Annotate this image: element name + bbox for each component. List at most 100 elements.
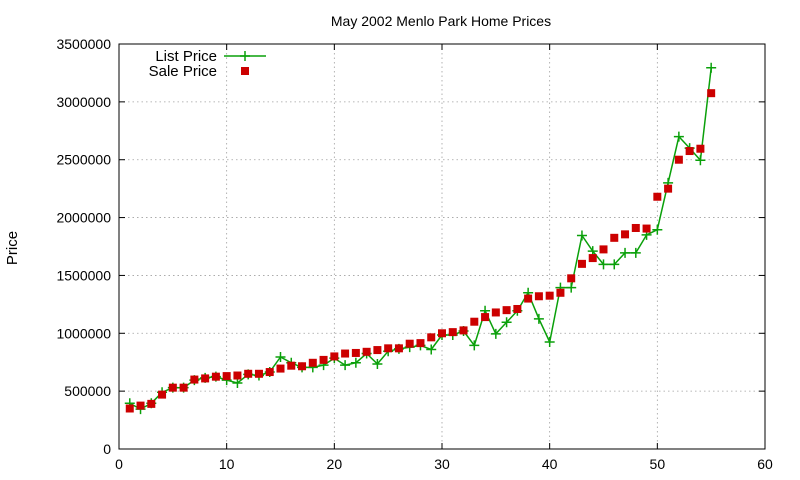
y-tick-label: 3500000 <box>56 36 111 52</box>
x-tick-label: 40 <box>542 456 558 472</box>
sale-price-point <box>470 317 479 326</box>
sale-price-point <box>287 361 296 370</box>
list-price-point <box>426 344 437 355</box>
sale-price-point <box>244 369 253 378</box>
list-price-point <box>695 155 706 166</box>
sale-price-point <box>201 374 210 383</box>
list-price-point <box>576 230 587 241</box>
list-price-point <box>630 247 641 258</box>
sale-price-point <box>610 233 619 242</box>
list-price-point <box>501 317 512 328</box>
list-price-point <box>533 313 544 324</box>
y-tick-label: 0 <box>103 441 111 457</box>
y-tick-label: 2500000 <box>56 152 111 168</box>
sale-price-point <box>588 254 597 263</box>
sale-price-point <box>384 344 393 353</box>
sale-price-point <box>190 375 199 384</box>
sale-price-point <box>405 339 414 348</box>
x-tick-label: 60 <box>757 456 773 472</box>
x-tick-label: 50 <box>650 456 666 472</box>
sale-price-point <box>308 358 317 367</box>
sale-price-point <box>534 292 543 301</box>
sale-price-point <box>545 291 554 300</box>
sale-price-point <box>438 329 446 338</box>
legend: List Price Sale Price <box>149 48 266 80</box>
legend-marker-list-price <box>240 51 250 61</box>
sale-price-point <box>653 192 662 201</box>
y-tick-label: 3000000 <box>56 94 111 110</box>
sale-price-point <box>491 308 500 317</box>
y-tick-label: 1500000 <box>56 267 111 283</box>
sale-price-point <box>448 328 457 337</box>
sale-price-point <box>319 355 328 364</box>
sale-price-point <box>362 347 371 356</box>
sale-price-point <box>330 352 339 361</box>
sale-price-point <box>577 259 586 268</box>
sale-price-point <box>707 89 716 98</box>
sale-price-point <box>147 399 156 408</box>
list-price-point <box>598 259 609 270</box>
list-price-point <box>620 247 631 258</box>
sale-price-point <box>254 369 263 378</box>
sale-price-point <box>265 368 274 377</box>
sale-price-point <box>158 390 167 399</box>
list-price-point <box>340 360 351 371</box>
axis-ticks: 0 10 20 30 40 50 60 0 500000 1000000 1500000 200000… <box>56 36 773 472</box>
y-tick-label: 500000 <box>64 383 111 399</box>
sale-price-point <box>642 224 651 233</box>
sale-price-point <box>427 333 436 342</box>
list-price-point <box>706 62 717 73</box>
sale-price-point <box>179 383 188 392</box>
sale-price-point <box>211 372 220 381</box>
sale-price-point <box>567 274 576 283</box>
plot-frame <box>118 43 766 450</box>
sale-price-point <box>502 306 511 315</box>
sale-price-point <box>298 362 307 371</box>
sale-price-point <box>416 339 425 348</box>
y-tick-label: 2000000 <box>56 210 111 226</box>
legend-marker-sale-price <box>241 67 249 75</box>
sale-price-point <box>125 404 134 413</box>
chart-title: May 2002 Menlo Park Home Prices <box>331 13 551 29</box>
sale-price-point <box>556 288 565 297</box>
sale-price-point <box>599 245 608 254</box>
sale-price-point <box>674 155 683 164</box>
x-tick-label: 10 <box>219 456 235 472</box>
sale-price-point <box>351 348 360 357</box>
x-tick-label: 20 <box>327 456 343 472</box>
y-axis-label: Price <box>4 231 21 265</box>
sale-price-point <box>685 147 694 156</box>
legend-label-sale-price: Sale Price <box>149 63 217 80</box>
sale-price-point <box>524 294 533 303</box>
sale-price-point <box>394 344 403 353</box>
y-tick-label: 1000000 <box>56 325 111 341</box>
sale-price-point <box>664 184 673 193</box>
legend-label-list-price: List Price <box>155 48 217 65</box>
sale-price-point <box>276 364 285 373</box>
sale-price-point <box>481 313 490 322</box>
x-tick-label: 30 <box>434 456 450 472</box>
list-price-point <box>544 336 555 347</box>
sale-price-point <box>168 383 177 392</box>
list-price-point <box>275 352 286 363</box>
sale-price-point <box>373 346 382 355</box>
gridlines <box>119 44 765 449</box>
sale-price-point <box>136 401 145 410</box>
list-price-point <box>609 259 620 270</box>
sale-price-point <box>459 326 468 335</box>
list-price-line <box>129 67 712 410</box>
list-price-point <box>469 340 480 351</box>
list-price-point <box>350 357 361 368</box>
series <box>124 62 717 415</box>
sale-price-point <box>341 349 350 358</box>
sale-price-point <box>233 371 242 380</box>
list-price-point <box>566 282 577 293</box>
list-price-point <box>673 131 684 142</box>
sale-price-point <box>696 144 705 153</box>
list-price-point <box>232 378 243 389</box>
sale-price-point <box>631 223 640 232</box>
list-price-point <box>490 328 501 339</box>
list-price-point <box>652 224 663 235</box>
sale-price-point <box>222 372 231 381</box>
